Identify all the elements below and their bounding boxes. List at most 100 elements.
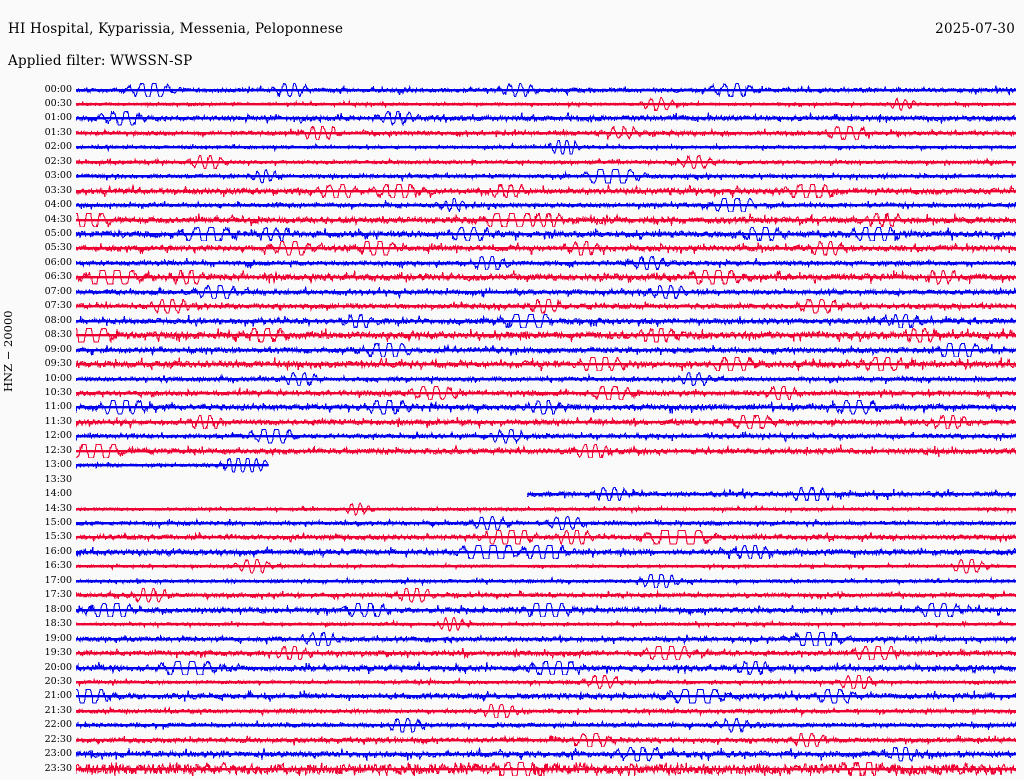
trace-line — [76, 284, 1016, 300]
row-time-label: 14:30 — [44, 502, 72, 514]
trace-line — [76, 111, 1016, 126]
row-time-label: 07:00 — [44, 285, 72, 297]
row-time-label: 05:30 — [44, 242, 72, 254]
trace-line — [76, 516, 1016, 531]
trace-row: 09:00 — [0, 342, 1024, 357]
row-time-label: 10:00 — [44, 372, 72, 384]
row-time-label: 09:00 — [44, 343, 72, 355]
trace-row: 14:00 — [0, 487, 1024, 502]
trace-row: 23:30 — [0, 761, 1024, 777]
trace-row: 04:30 — [0, 212, 1024, 227]
trace-row: 05:00 — [0, 227, 1024, 242]
row-time-label: 08:30 — [44, 329, 72, 341]
trace-row: 21:30 — [0, 703, 1024, 719]
trace-line — [76, 96, 1016, 112]
trace-line — [76, 227, 1016, 242]
row-time-label: 21:30 — [44, 704, 72, 716]
trace-row: 05:30 — [0, 241, 1024, 256]
row-time-label: 06:00 — [44, 256, 72, 268]
trace-line — [76, 125, 1016, 141]
trace-line — [76, 198, 1016, 213]
trace-line — [76, 385, 1016, 401]
row-time-label: 01:00 — [44, 112, 72, 124]
row-time-label: 02:00 — [44, 141, 72, 153]
trace-line — [76, 255, 1016, 271]
row-time-label: 10:30 — [44, 386, 72, 398]
row-time-label: 00:30 — [44, 97, 72, 109]
trace-line — [76, 212, 1016, 227]
row-time-label: 23:00 — [44, 748, 72, 760]
trace-row: 22:00 — [0, 718, 1024, 733]
trace-row: 19:00 — [0, 631, 1024, 646]
row-time-label: 22:00 — [44, 719, 72, 731]
trace-row: 06:30 — [0, 270, 1024, 285]
trace-row: 17:00 — [0, 573, 1024, 589]
row-time-label: 08:00 — [44, 314, 72, 326]
trace-line — [76, 414, 1016, 430]
trace-row: 18:30 — [0, 617, 1024, 632]
row-time-label: 15:30 — [44, 531, 72, 543]
trace-line — [76, 761, 1016, 777]
row-time-label: 15:00 — [44, 517, 72, 528]
row-time-label: 11:30 — [44, 415, 72, 427]
trace-row: 02:30 — [0, 154, 1024, 170]
plot-date: 2025-07-30 — [935, 21, 1015, 37]
trace-line — [76, 718, 1016, 733]
trace-line — [76, 183, 1016, 199]
trace-row: 15:00 — [0, 516, 1024, 531]
trace-row: 11:00 — [0, 400, 1024, 415]
trace-line — [76, 631, 1016, 646]
row-time-label: 03:30 — [44, 184, 72, 196]
trace-row: 09:30 — [0, 357, 1024, 372]
trace-line — [76, 602, 1016, 618]
trace-line — [76, 443, 1016, 459]
trace-line — [76, 342, 1016, 357]
trace-line — [76, 357, 1016, 372]
trace-line — [76, 270, 1016, 285]
trace-row: 11:30 — [0, 414, 1024, 430]
row-time-label: 17:00 — [44, 574, 72, 586]
trace-row: 06:00 — [0, 255, 1024, 271]
trace-row: 03:30 — [0, 183, 1024, 199]
row-time-label: 20:00 — [44, 661, 72, 673]
trace-row: 01:00 — [0, 111, 1024, 126]
trace-row: 22:30 — [0, 732, 1024, 748]
trace-line — [76, 544, 1016, 560]
row-time-label: 09:30 — [44, 358, 72, 370]
trace-row: 15:30 — [0, 530, 1024, 545]
row-time-label: 11:00 — [44, 401, 72, 413]
trace-row: 19:30 — [0, 646, 1024, 661]
row-time-label: 07:30 — [44, 300, 72, 312]
trace-row: 12:00 — [0, 429, 1024, 444]
row-time-label: 13:30 — [44, 473, 72, 485]
row-time-label: 20:30 — [44, 675, 72, 687]
trace-row: 17:30 — [0, 588, 1024, 603]
trace-line — [76, 487, 1016, 502]
row-time-label: 19:30 — [44, 647, 72, 659]
row-time-label: 22:30 — [44, 733, 72, 745]
trace-line — [76, 154, 1016, 170]
row-time-label: 12:30 — [44, 444, 72, 456]
trace-line — [76, 617, 1016, 632]
trace-line — [76, 140, 1016, 155]
trace-row: 10:30 — [0, 385, 1024, 401]
trace-line — [76, 646, 1016, 661]
row-time-label: 16:00 — [44, 545, 72, 557]
trace-row: 16:30 — [0, 559, 1024, 574]
trace-row: 08:30 — [0, 328, 1024, 343]
row-time-label: 02:30 — [44, 155, 72, 167]
row-time-label: 05:00 — [44, 228, 72, 239]
row-time-label: 21:00 — [44, 690, 72, 702]
trace-row: 18:00 — [0, 602, 1024, 618]
trace-line — [76, 660, 1016, 675]
row-time-label: 03:00 — [44, 170, 72, 182]
trace-row: 00:00 — [0, 82, 1024, 97]
row-time-label: 06:30 — [44, 271, 72, 283]
trace-line — [76, 559, 1016, 574]
trace-row: 01:30 — [0, 125, 1024, 141]
trace-row: 07:30 — [0, 299, 1024, 314]
row-time-label: 16:30 — [44, 560, 72, 572]
trace-line — [76, 400, 1016, 415]
trace-row: 02:00 — [0, 140, 1024, 155]
